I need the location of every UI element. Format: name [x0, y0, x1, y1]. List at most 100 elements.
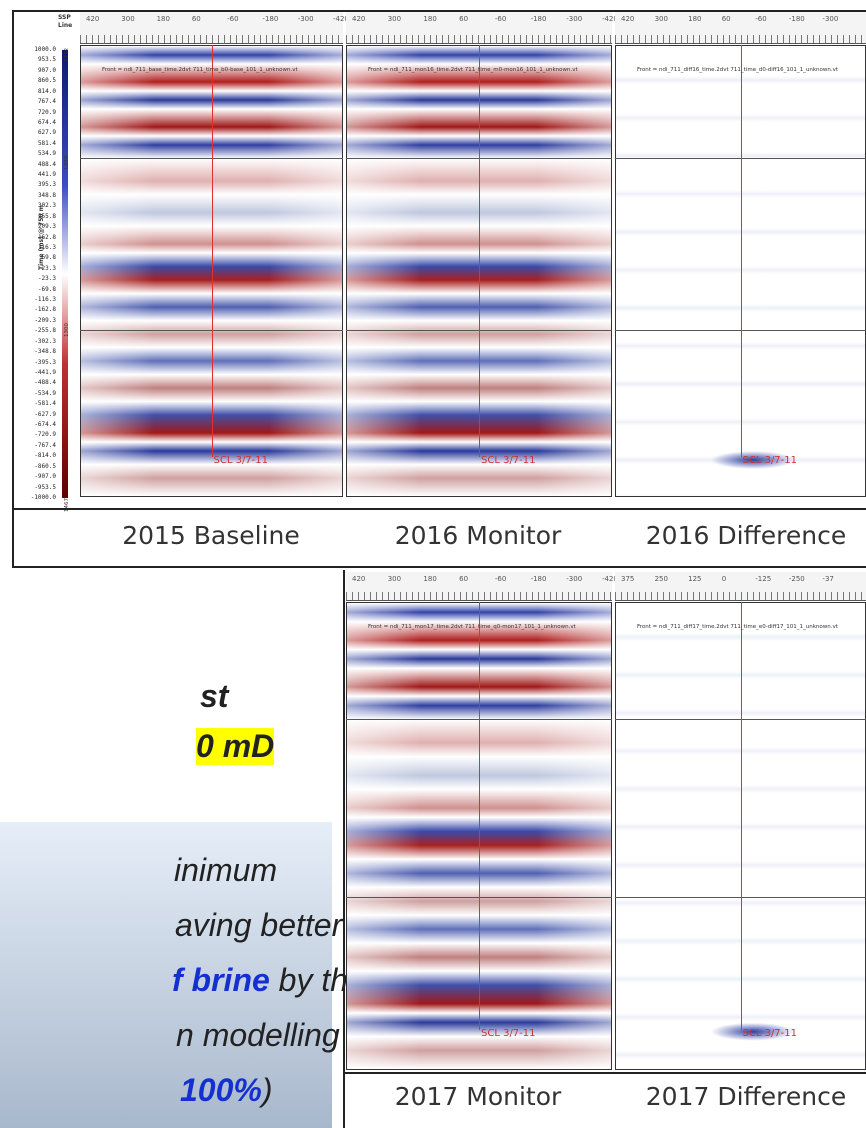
colorbar-label: -627.9 — [34, 410, 56, 418]
colorbar-label: -1000.0 — [30, 494, 56, 501]
body-1: inimum — [174, 852, 278, 888]
colorbar-label: 720.9 — [37, 108, 56, 116]
caption: 2017 Difference — [645, 1082, 847, 1111]
ruler-tick-label: -180 — [530, 15, 547, 23]
colorbar-label: 255.8 — [37, 212, 56, 220]
colorbar-label: 860.5 — [37, 77, 56, 85]
colorbar-label: -162.8 — [34, 306, 56, 314]
ruler-tick-label: -300 — [822, 15, 839, 23]
colorbar-label: -348.8 — [34, 348, 56, 356]
top-frame — [12, 10, 866, 568]
colorbar-label: 814.0 — [37, 87, 56, 95]
ruler-tick-label: 300 — [387, 15, 402, 23]
ruler-tick-label: 180 — [423, 575, 437, 583]
colorbar-label: -395.3 — [34, 358, 56, 366]
colorbar-label: 627.9 — [37, 129, 56, 137]
line-label: Line — [58, 22, 73, 29]
well-label: SCL 3/7-11 — [742, 455, 798, 466]
ruler-tick-label: 300 — [121, 15, 135, 23]
panel-header: Front = ndi_711_mon16_time.2dvt 711_time… — [368, 67, 578, 73]
ruler-tick-label: -60 — [494, 15, 507, 23]
caption: 2016 Difference — [645, 521, 847, 550]
ruler-tick-label: -420 — [602, 575, 618, 583]
colorbar-label: 767.4 — [37, 98, 56, 106]
ruler-tick-label: -420 — [602, 15, 618, 23]
colorbar-label: -907.0 — [34, 473, 56, 481]
well-label: SCL 3/7-11 — [742, 1028, 798, 1039]
colorbar-label: 488.4 — [37, 160, 56, 168]
colorbar-label: -441.9 — [34, 368, 56, 376]
ruler-tick-label: 60 — [721, 15, 731, 23]
ruler-tick-label: 180 — [423, 15, 437, 23]
ruler-tick-label: -125 — [755, 575, 772, 583]
ruler-tick-label: 0 — [721, 575, 727, 583]
colorbar-label: 302.3 — [37, 202, 56, 210]
colorbar-label: 209.3 — [37, 223, 56, 231]
ruler-tick-label: 420 — [352, 15, 366, 23]
colorbar-label: 348.8 — [37, 191, 56, 199]
ruler-tick-label: -60 — [227, 15, 239, 23]
panel-header: Front = ndi_711_mon17_time.2dvt 711_time… — [368, 624, 576, 630]
ruler-tick-label: -180 — [530, 575, 547, 583]
colorbar-label: 534.9 — [37, 150, 56, 158]
colorbar-label: 116.3 — [37, 243, 56, 251]
time-label: 1132 — [64, 48, 70, 62]
ruler-tick-label: 420 — [352, 575, 366, 583]
body-4: n modelling — [176, 1017, 340, 1053]
well-label: SCL 3/7-11 — [213, 455, 269, 466]
colorbar-label: -767.4 — [34, 441, 56, 449]
well-line — [479, 602, 480, 1030]
time-label: 1200 — [64, 156, 70, 170]
caption-divider — [14, 508, 866, 510]
colorbar-label: -116.3 — [34, 296, 56, 304]
panel-header: Front = ndi_711_diff16_time.2dvt 711_tim… — [637, 67, 839, 73]
ruler-tick-label: 420 — [86, 15, 100, 23]
body-2: aving better — [175, 907, 343, 943]
colorbar-label: -720.9 — [34, 431, 56, 439]
panel-header: Front = ndi_711_diff17_time.2dvt 711_tim… — [637, 624, 838, 630]
colorbar-label: -488.4 — [34, 379, 56, 387]
time-label: 1300 — [64, 323, 70, 337]
colorbar-label: -860.5 — [34, 462, 56, 470]
ruler-tick-label: -60 — [755, 15, 767, 23]
caption-divider — [343, 1072, 866, 1074]
well-line — [740, 45, 742, 457]
colorbar — [62, 50, 68, 498]
ruler-tick-label: 420 — [621, 15, 635, 23]
body-5b: ) — [261, 1072, 273, 1108]
ruler-tick-label: 60 — [191, 15, 201, 23]
ruler-tick-label: 180 — [688, 15, 702, 23]
colorbar-label: -69.8 — [37, 285, 56, 293]
ruler-tick-label: 60 — [459, 15, 469, 23]
text-box — [0, 822, 332, 1128]
well-line — [740, 602, 742, 1030]
heading-1: st — [200, 678, 229, 714]
colorbar-label: 953.5 — [37, 56, 56, 64]
ruler-tick-label: 125 — [688, 575, 702, 583]
ruler — [346, 572, 612, 601]
panel-header: Front = ndi_711_base_time.2dvt 711_time_… — [102, 67, 298, 73]
colorbar-label: -534.9 — [34, 389, 56, 397]
colorbar-label: 69.8 — [41, 254, 56, 262]
colorbar-label: -302.3 — [34, 337, 56, 345]
ruler-tick-label: -60 — [494, 575, 507, 583]
ruler — [80, 12, 343, 44]
colorbar-label: -255.8 — [34, 327, 56, 335]
ruler-tick-label: -420 — [333, 15, 349, 23]
ruler-tick-label: 180 — [156, 15, 170, 23]
colorbar-label: -953.5 — [34, 483, 56, 491]
ruler-tick-label: 300 — [654, 15, 668, 23]
ruler — [615, 12, 866, 44]
ruler-tick-label: -180 — [262, 15, 279, 23]
ruler-tick-label: 300 — [387, 575, 402, 583]
ruler-tick-label: -300 — [297, 15, 314, 23]
colorbar-label: 581.4 — [37, 139, 56, 147]
body-5a: 100% — [180, 1072, 262, 1108]
colorbar-label: 1000.0 — [34, 46, 56, 53]
colorbar-label: 395.3 — [37, 181, 56, 189]
ruler-tick-label: -180 — [788, 15, 805, 23]
colorbar-label: 23.3 — [41, 264, 56, 272]
body-5: 100%) — [180, 1072, 273, 1109]
well-line — [479, 45, 480, 457]
